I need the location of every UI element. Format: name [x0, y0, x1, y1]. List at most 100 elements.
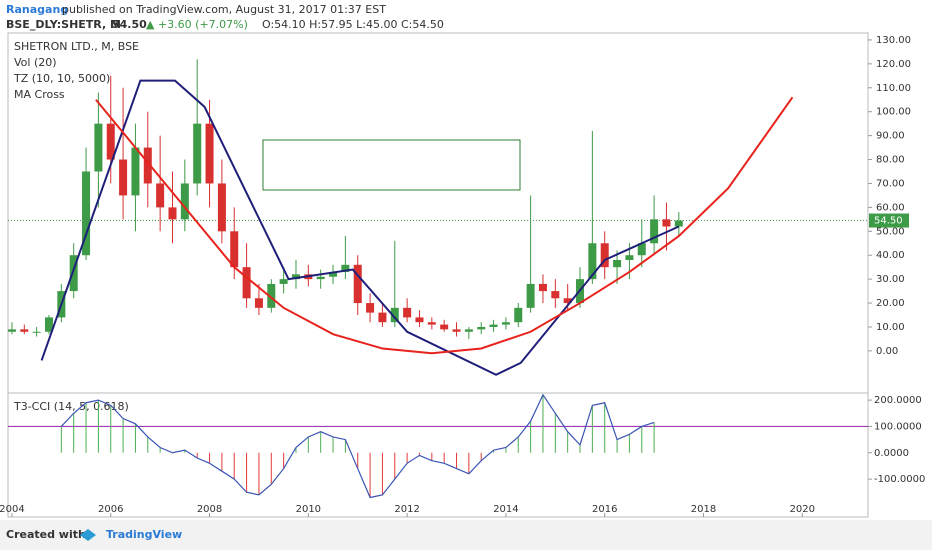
candle-body: [501, 322, 510, 325]
y-tick-label: -100.0000: [874, 474, 925, 485]
candle-body: [674, 220, 683, 227]
candle-body: [563, 298, 572, 304]
y-tick-label: 30.00: [876, 274, 905, 285]
candle-body: [514, 307, 523, 323]
x-tick-label: 2016: [592, 504, 617, 515]
last-price-box: [869, 213, 909, 228]
annotation-box: [262, 139, 521, 191]
last: 54.50: [112, 18, 147, 31]
change: ▲ +3.60 (+7.07%): [146, 18, 248, 31]
candle-body: [94, 123, 103, 172]
candle-body: [20, 329, 29, 332]
y-tick-label: 10.00: [876, 322, 905, 333]
y-tick-label: 100.00: [876, 107, 911, 118]
y-tick-label: 60.00: [876, 202, 905, 213]
candle-body: [131, 147, 140, 196]
candle-body: [613, 260, 622, 268]
candle-body: [353, 264, 362, 304]
drawing-line: [40, 79, 680, 376]
author[interactable]: Ranagang: [6, 3, 68, 16]
candle-body: [106, 123, 115, 160]
x-tick-label: 2006: [98, 504, 123, 515]
candle-body: [217, 183, 226, 232]
candle-body: [254, 298, 263, 308]
candle-body: [156, 183, 165, 208]
candle-body: [230, 231, 239, 268]
candle-body: [588, 243, 597, 280]
candle-body: [180, 183, 189, 220]
ohlc: O:54.10 H:57.95 L:45.00 C:54.50: [262, 18, 444, 31]
candle-body: [69, 255, 78, 292]
candle-body: [119, 159, 128, 196]
candle-body: [440, 324, 449, 330]
candle-body: [316, 276, 325, 280]
candle-body: [477, 326, 486, 330]
candle-body: [329, 271, 338, 277]
candle-body: [205, 123, 214, 184]
drawing-line: [95, 96, 794, 355]
candle-body: [291, 274, 300, 280]
y-tick-label: 0.0000: [874, 448, 909, 459]
cci-line: [60, 393, 655, 499]
candle-body: [551, 291, 560, 299]
candle-body: [489, 324, 498, 327]
x-tick-label: 2004: [0, 504, 25, 515]
footer-bar: [0, 520, 932, 550]
tv-logo: [80, 529, 96, 541]
candle-body: [637, 243, 646, 256]
candle-body: [390, 307, 399, 323]
published: published on TradingView.com, August 31,…: [62, 3, 386, 16]
candle-body: [7, 329, 16, 332]
y-tick-label: 90.00: [876, 131, 905, 142]
candle-body: [662, 219, 671, 227]
x-tick-label: 2008: [197, 504, 222, 515]
x-tick-label: 2020: [790, 504, 815, 515]
y-tick-label: 50.00: [876, 226, 905, 237]
candle-body: [242, 267, 251, 299]
symbol: BSE_DLY:SHETR, M: [6, 18, 121, 31]
main-pane: 0.00 10.00 20.00 30.00 40.00 50.00 60.00 70.00 8…: [0, 35, 925, 517]
legend-entry: SHETRON LTD., M, BSE: [14, 40, 139, 53]
candle-body: [464, 329, 473, 332]
candle-body: [403, 307, 412, 318]
legend-entry: MA Cross: [14, 88, 65, 101]
candle-body: [378, 312, 387, 323]
candle-body: [427, 322, 436, 325]
candle-body: [44, 317, 53, 332]
y-tick-label: 100.0000: [874, 421, 922, 432]
candle-body: [366, 303, 375, 313]
x-tick-label: 2012: [394, 504, 419, 515]
y-tick-label: 20.00: [876, 298, 905, 309]
footer-brand: TradingView: [106, 528, 182, 541]
x-tick-label: 2014: [493, 504, 518, 515]
candle-body: [538, 283, 547, 292]
candle-body: [32, 331, 41, 333]
candle-body: [143, 147, 152, 184]
legend-entry: Vol (20): [14, 56, 57, 69]
candle-body: [193, 123, 202, 184]
candle-body: [625, 255, 634, 261]
candle-body: [600, 243, 609, 268]
y-tick-label: 80.00: [876, 155, 905, 166]
candle-body: [168, 207, 177, 220]
y-tick-label: 70.00: [876, 178, 905, 189]
x-tick-label: 2010: [296, 504, 321, 515]
y-tick-label: 120.00: [876, 59, 911, 70]
candle-body: [526, 283, 535, 308]
footer-created: Created with: [6, 528, 86, 541]
frame: [7, 32, 869, 518]
last-price-label: 54.50: [874, 216, 903, 227]
y-tick-label: 110.00: [876, 83, 911, 94]
y-tick-label: 0.00: [876, 346, 898, 357]
candle-body: [415, 317, 424, 323]
cci-title: T3-CCI (14, 5, 0.618): [13, 400, 129, 413]
candle-body: [452, 329, 461, 332]
legend-entry: TZ (10, 10, 5000): [13, 72, 110, 85]
candle-body: [267, 283, 276, 308]
candle-body: [650, 219, 659, 244]
x-tick-label: 2018: [691, 504, 716, 515]
candle-body: [341, 264, 350, 272]
y-tick-label: 200.0000: [874, 395, 922, 406]
